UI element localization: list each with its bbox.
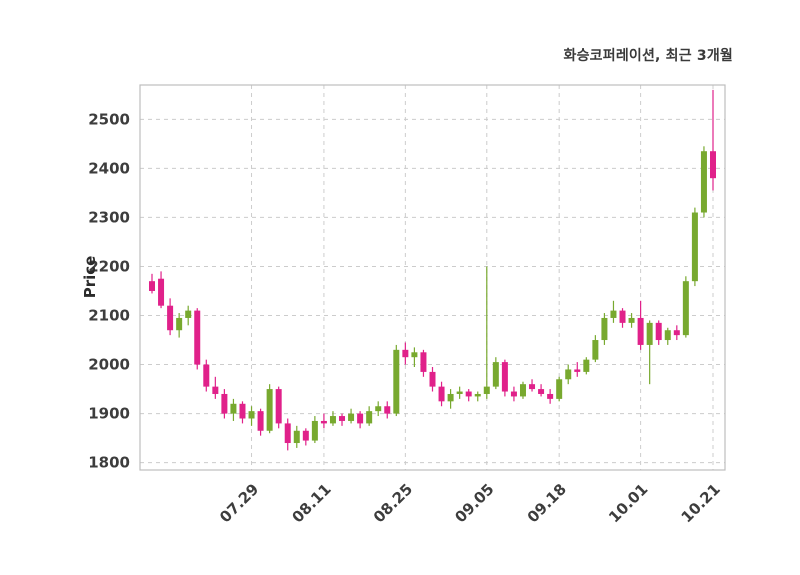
candle-up: [664, 330, 671, 341]
candle-down: [320, 420, 327, 424]
candle-down: [149, 281, 155, 291]
candle-up: [646, 322, 653, 345]
candle-up: [492, 362, 499, 387]
candle-down: [529, 384, 536, 390]
candle-up: [700, 151, 707, 213]
candle-up: [483, 386, 490, 394]
candle-up: [519, 384, 526, 397]
candle-up: [230, 403, 237, 414]
candle-up: [248, 411, 255, 419]
candle-up: [366, 411, 373, 424]
y-tick-label: 1900: [88, 405, 130, 423]
candle-down: [167, 305, 174, 331]
candle-up: [447, 393, 454, 402]
candle-up: [348, 413, 355, 421]
candle-down: [239, 403, 246, 419]
candle-down: [221, 393, 228, 414]
candle-down: [501, 362, 508, 392]
candle-down: [158, 278, 165, 306]
candle-down: [510, 391, 517, 397]
candle-down: [339, 416, 346, 421]
candle-down: [637, 317, 644, 345]
candle-down: [547, 393, 554, 399]
candle-down: [402, 349, 409, 358]
y-tick-label: 2200: [88, 257, 130, 275]
candle-down: [619, 310, 626, 323]
plot-border: [139, 84, 726, 471]
candle-down: [574, 369, 581, 372]
candle-down: [203, 364, 210, 387]
candle-up: [456, 391, 463, 394]
candle-up: [185, 310, 192, 318]
candle-up: [293, 430, 300, 444]
candle-up: [628, 317, 635, 323]
y-tick-label: 2400: [88, 159, 130, 177]
candle-up: [682, 281, 689, 336]
x-tick-label: 08.11: [288, 480, 334, 526]
candle-down: [357, 413, 364, 424]
x-tick-label: 10.01: [605, 480, 651, 526]
y-tick-label: 2500: [88, 110, 130, 128]
candle-down: [420, 352, 427, 372]
candle-up: [393, 349, 400, 414]
candle-up: [474, 393, 481, 397]
candle-up: [583, 359, 590, 372]
candle-down: [429, 371, 436, 387]
candle-down: [302, 430, 309, 441]
x-tick-label: 09.18: [524, 480, 570, 526]
x-tick-label: 08.25: [370, 480, 416, 526]
y-axis-label: Price: [81, 255, 99, 299]
plot-area: [140, 85, 725, 470]
candle-down: [465, 391, 472, 397]
y-tick-label: 2100: [88, 307, 130, 325]
candle-up: [565, 369, 572, 380]
candle-up: [610, 310, 617, 318]
candle-up: [176, 317, 183, 331]
candle-down: [673, 330, 680, 336]
candle-up: [375, 406, 382, 412]
candle-down: [194, 310, 201, 365]
candle-up: [311, 420, 318, 441]
candle-down: [438, 386, 445, 402]
candle-down: [538, 389, 545, 394]
candle-up: [592, 340, 599, 360]
candle-down: [384, 406, 391, 414]
candle-down: [710, 151, 716, 179]
x-tick-label: 10.21: [678, 480, 724, 526]
candle-up: [266, 389, 273, 431]
candle-up: [601, 317, 608, 341]
candle-up: [691, 212, 698, 282]
candle-up: [329, 416, 336, 424]
y-tick-label: 1800: [88, 454, 130, 472]
candle-down: [655, 322, 662, 341]
candle-down: [275, 389, 282, 424]
candle-up: [556, 379, 563, 399]
x-tick-label: 09.05: [451, 480, 497, 526]
chart-title: 화승코퍼레이션, 최근 3개월: [563, 48, 733, 64]
y-tick-label: 2000: [88, 356, 130, 374]
candle-down: [212, 386, 219, 394]
candle-down: [284, 423, 291, 444]
x-tick-label: 07.29: [216, 480, 262, 526]
candle-down: [257, 411, 264, 431]
y-tick-label: 2300: [88, 208, 130, 226]
candle-up: [411, 352, 418, 358]
